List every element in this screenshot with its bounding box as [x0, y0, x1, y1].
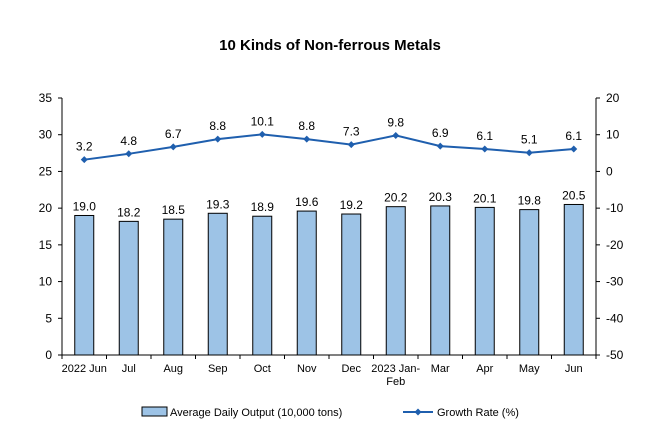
bar-value-label: 19.0 [73, 199, 97, 213]
legend-line-marker [414, 408, 422, 416]
bar-value-label: 18.5 [162, 203, 186, 217]
bar [296, 210, 317, 356]
bar-value-label: 19.6 [295, 195, 319, 209]
data-labels: 19.0 18.2 18.5 19.3 18.9 19.6 19.2 20.2 20.3 20.1… [73, 114, 586, 219]
bar-series [74, 203, 584, 356]
line-value-label: 3.2 [76, 140, 93, 154]
line-value-label: 6.1 [476, 129, 493, 143]
bar [207, 212, 228, 356]
line-value-label: 6.9 [432, 126, 449, 140]
left-tick-label: 5 [45, 311, 52, 325]
line-value-label: 8.8 [298, 119, 315, 133]
line-value-label: 10.1 [251, 114, 275, 128]
line-value-label: 6.1 [565, 129, 582, 143]
right-tick-label: 20 [606, 91, 620, 105]
bar [74, 214, 95, 356]
line-point [436, 142, 444, 150]
x-tick-label: Sep [208, 363, 228, 375]
legend: Average Daily Output (10,000 tons) Growth… [141, 406, 519, 419]
bar-value-label: 19.3 [206, 197, 230, 211]
line-point [525, 149, 533, 157]
bar [118, 220, 139, 356]
x-tick-label: May [519, 363, 540, 375]
bar [252, 215, 273, 356]
bar [474, 206, 495, 356]
bar [519, 209, 540, 356]
line-value-label: 6.7 [165, 127, 182, 141]
right-tick-label: -50 [606, 348, 624, 362]
line-point [570, 145, 578, 153]
line-point [169, 143, 177, 151]
bar-value-label: 18.9 [251, 200, 275, 214]
legend-line-label: Growth Rate (%) [437, 407, 519, 419]
x-tick-label: Apr [476, 363, 493, 375]
bar-value-label: 19.8 [518, 194, 542, 208]
right-tick-label: 10 [606, 128, 620, 142]
growth-line [84, 133, 574, 161]
right-tick-label: -40 [606, 311, 624, 325]
x-tick-label: Nov [297, 363, 317, 375]
bar-value-label: 20.5 [562, 188, 586, 202]
x-tick-label: 2022 Jun [62, 363, 107, 375]
x-tick-label: 2023 Jan- [371, 363, 420, 375]
legend-bar-swatch [141, 406, 168, 417]
line-point [258, 130, 266, 138]
bar [385, 206, 406, 356]
x-tick-label: Dec [341, 363, 361, 375]
left-tick-label: 30 [39, 128, 53, 142]
bar [163, 218, 184, 356]
line-point [347, 141, 355, 149]
line-value-label: 5.1 [521, 133, 538, 147]
bar-value-label: 18.2 [117, 205, 141, 219]
bar [563, 203, 584, 356]
line-point [125, 150, 133, 158]
x-tick-label: Aug [163, 363, 183, 375]
left-tick-label: 35 [39, 91, 53, 105]
line-value-label: 8.8 [209, 119, 226, 133]
line-point [392, 131, 400, 139]
x-tick-label: Jun [565, 363, 583, 375]
bar [430, 205, 451, 356]
left-tick-label: 15 [39, 238, 53, 252]
line-point [214, 135, 222, 143]
right-tick-label: 0 [606, 164, 613, 178]
line-value-label: 9.8 [387, 115, 404, 129]
right-tick-label: -20 [606, 238, 624, 252]
x-tick-label-line2: Feb [386, 376, 405, 388]
bar [341, 213, 362, 356]
line-point [481, 145, 489, 153]
x-tick-label: Oct [254, 363, 271, 375]
right-tick-label: -10 [606, 201, 624, 215]
left-tick-label: 25 [39, 164, 53, 178]
line-series [80, 130, 578, 164]
line-point [80, 156, 88, 164]
axes: 0 5 10 15 20 25 30 35 -50 -40 -30 -20 -10 0 10 20 2022 J… [39, 91, 624, 388]
left-tick-label: 10 [39, 275, 53, 289]
line-value-label: 4.8 [120, 134, 137, 148]
line-point [303, 135, 311, 143]
line-value-label: 7.3 [343, 125, 360, 139]
x-tick-label: Jul [122, 363, 136, 375]
bar-value-label: 20.2 [384, 191, 408, 205]
left-tick-label: 0 [45, 348, 52, 362]
right-tick-label: -30 [606, 275, 624, 289]
bar-value-label: 20.1 [473, 191, 497, 205]
chart-title: 10 Kinds of Non-ferrous Metals [219, 37, 441, 54]
x-tick-label: Mar [431, 363, 450, 375]
bar-value-label: 20.3 [429, 190, 453, 204]
left-tick-label: 20 [39, 201, 53, 215]
legend-bar-label: Average Daily Output (10,000 tons) [170, 407, 342, 419]
bar-value-label: 19.2 [340, 198, 364, 212]
